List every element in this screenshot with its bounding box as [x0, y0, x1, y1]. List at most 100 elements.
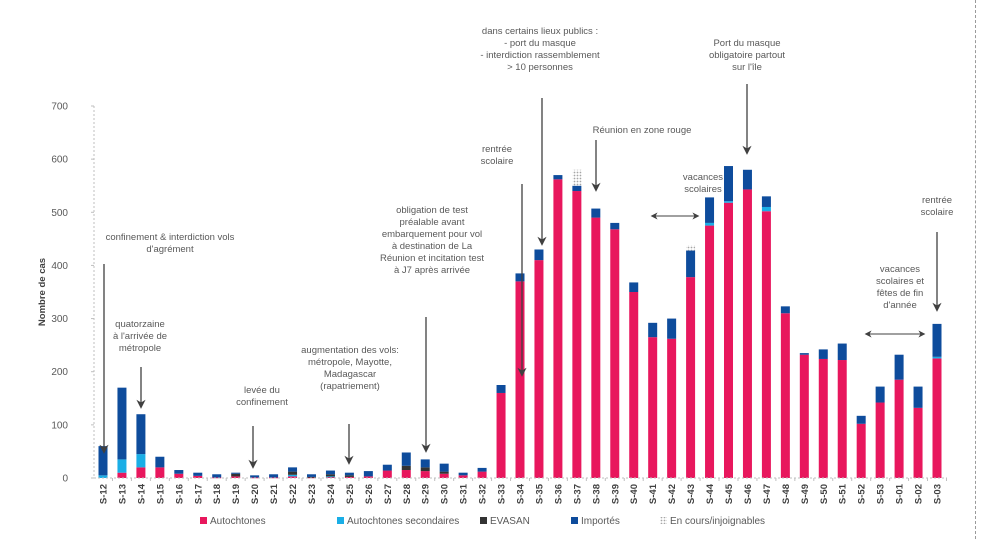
annotation-text: Port du masque — [713, 38, 780, 49]
annotation-text: préalable avant — [400, 217, 465, 228]
x-tick-label: S-46 — [743, 484, 754, 504]
bar-S-13-autochtones-secondaires — [117, 459, 127, 473]
bar-S-35-import-s — [534, 249, 544, 261]
bar-stack-S-50 — [818, 349, 828, 478]
y-tick-label: 500 — [51, 208, 68, 219]
bar-S-15-import-s — [155, 456, 165, 468]
bar-S-47-autochtones — [761, 211, 771, 479]
x-tick-label: S-24 — [326, 483, 337, 504]
bar-S-25-autochtones — [344, 476, 354, 478]
y-tick-label: 300 — [51, 314, 68, 325]
bar-stack-S-27 — [382, 464, 392, 478]
x-tick-label: S-14 — [136, 483, 147, 504]
annotation-text: obligatoire partout — [709, 50, 785, 61]
bar-S-45-import-s — [724, 166, 733, 202]
bar-stack-S-22 — [288, 467, 298, 478]
y-tick-label: 0 — [62, 474, 68, 485]
bar-S-52-import-s — [856, 415, 866, 424]
bar-S-46-autochtones — [742, 189, 752, 479]
annotation-text: quatorzaine — [115, 319, 165, 330]
bar-S-14-import-s — [136, 414, 146, 455]
annotation-text: augmentation des vols: — [301, 345, 399, 356]
annotation-text: levée du — [244, 385, 280, 396]
bar-S-14-autochtones — [136, 467, 146, 478]
bar-S-47-import-s — [761, 196, 771, 207]
annotation-text: rentrée — [922, 195, 952, 206]
bar-S-33-import-s — [496, 385, 506, 393]
y-axis: 0 100 200 300 400 500 600 700 — [51, 102, 95, 485]
x-tick-label: S-42 — [667, 484, 678, 504]
x-tick-label: S-30 — [440, 484, 451, 504]
bar-S-40-import-s — [629, 282, 639, 292]
bar-stack-S-30 — [439, 463, 449, 478]
bar-S-18-import-s — [212, 474, 222, 478]
annotation-text: à l'arrivée de — [113, 331, 167, 342]
x-tick-label: S-50 — [819, 484, 830, 504]
bar-S-16-autochtones — [174, 473, 184, 478]
annotation-text: à J7 après arrivée — [394, 265, 470, 276]
bar-stack-S-16 — [174, 470, 184, 478]
annotation-text: vacances — [880, 264, 920, 275]
x-axis: S-12 S-13 S-14 S-15 S-16 S-17 S-18 S-19 S-20 S-21… — [94, 477, 947, 504]
bar-S-48-import-s — [780, 306, 790, 314]
x-tick-label: S-23 — [307, 484, 318, 504]
bar-stack-S-42 — [667, 318, 677, 478]
bar-S-42-import-s — [667, 318, 677, 339]
bar-S-34-import-s — [515, 273, 525, 282]
bar-S-31-import-s — [458, 472, 468, 476]
bar-S-23-import-s — [307, 474, 316, 477]
annotation-text: embarquement pour vol — [382, 229, 482, 240]
x-tick-label: S-01 — [895, 483, 906, 504]
annotation-text: d'agrément — [146, 244, 194, 255]
bar-S-29-import-s — [420, 459, 430, 468]
bar-stack-S-34 — [515, 273, 525, 478]
legend-item: EVASAN — [480, 516, 530, 527]
x-tick-label: S-28 — [402, 484, 413, 504]
bar-S-41-autochtones — [648, 337, 658, 478]
annotation-text: dans certains lieux publics : — [482, 26, 598, 37]
bar-S-17-autochtones — [193, 475, 203, 478]
bar-stack-S-31 — [458, 472, 468, 478]
annotation-a8: Réunion en zone rouge — [591, 125, 691, 192]
annotation-text: confinement & interdiction vols — [106, 232, 235, 243]
annotation-text: fêtes de fin — [877, 288, 923, 299]
bar-stack-S-41 — [648, 322, 658, 478]
annotation-text: métropole, Mayotte, — [308, 357, 392, 368]
bar-S-03-autochtones — [932, 358, 942, 478]
bar-stack-S-51 — [837, 343, 847, 478]
frame-border — [975, 0, 976, 539]
bar-S-19-autochtones — [231, 476, 241, 478]
x-tick-label: S-16 — [174, 484, 185, 504]
bar-S-22-autochtones-secondaires — [288, 474, 298, 477]
bar-stack-S-45 — [724, 166, 733, 478]
legend-label: Importés — [581, 516, 620, 527]
x-tick-label: S-43 — [686, 484, 697, 504]
legend-label: En cours/injoignables — [670, 516, 765, 527]
bar-S-46-import-s — [742, 169, 752, 190]
bars — [98, 166, 942, 479]
x-tick-label: S-12 — [99, 484, 110, 504]
legend-item: En cours/injoignables — [660, 516, 765, 527]
x-tick-label: S-03 — [933, 484, 944, 504]
bar-S-15-autochtones — [155, 467, 165, 478]
bar-S-36-import-s — [553, 175, 563, 180]
bar-S-25-import-s — [344, 472, 354, 476]
y-axis-label: Nombre de cas — [37, 258, 48, 326]
bar-S-44-autochtones-secondaires — [705, 222, 715, 226]
bar-S-39-import-s — [610, 222, 620, 230]
bar-stack-S-24 — [325, 470, 335, 478]
bar-S-34-autochtones — [515, 281, 525, 478]
x-tick-label: S-38 — [591, 484, 602, 504]
bar-stack-S-32 — [477, 467, 487, 478]
bar-S-17-import-s — [193, 472, 203, 476]
bar-S-36-autochtones — [553, 179, 563, 478]
bar-S-31-autochtones — [458, 475, 468, 478]
legend-swatch — [480, 517, 487, 524]
bar-S-40-autochtones — [629, 292, 639, 478]
bar-stack-S-37 — [572, 169, 582, 478]
bar-stack-S-12 — [98, 446, 108, 478]
x-tick-label: S-20 — [250, 484, 261, 504]
